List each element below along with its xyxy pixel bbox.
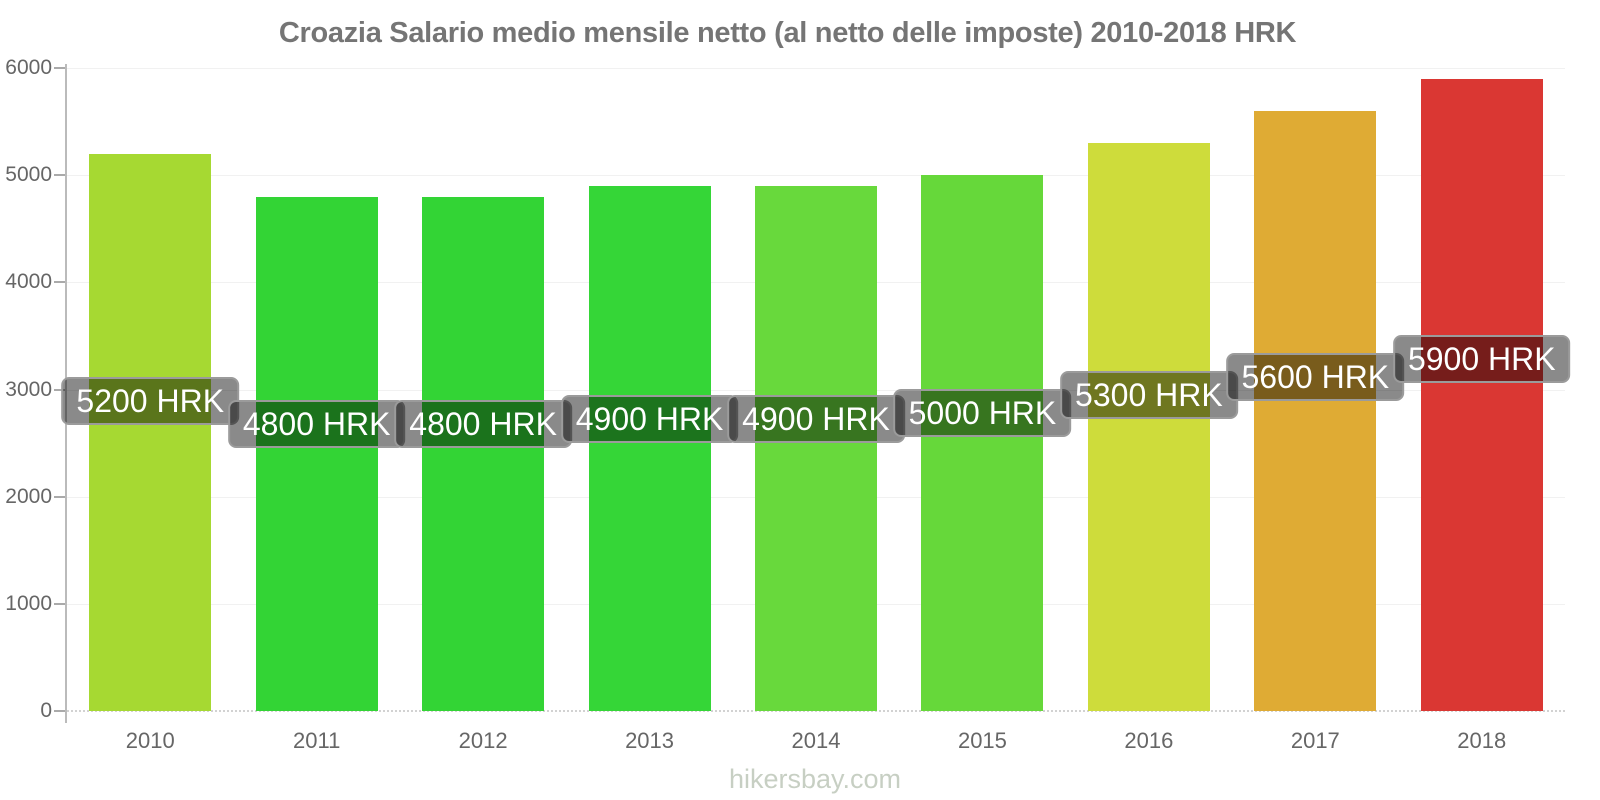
- y-tick-label-0: 0: [40, 699, 52, 722]
- bar-2012: [422, 196, 545, 711]
- bar-2018: [1420, 78, 1543, 711]
- bar-2015: [921, 175, 1044, 711]
- chart-title: Croazia Salario medio mensile netto (al …: [278, 17, 1297, 49]
- y-tick-label-6000: 6000: [5, 56, 52, 79]
- bar-value-badge-2017: 5600 HRK: [1226, 352, 1405, 401]
- y-tick-mark-1000: [54, 602, 67, 605]
- x-tick-label-2017: 2017: [1290, 728, 1340, 753]
- bar-value-badge-2010: 5200 HRK: [61, 376, 240, 425]
- footer-watermark: hikersbay.com: [728, 764, 902, 794]
- x-tick-label-2011: 2011: [293, 728, 341, 753]
- y-tick-mark-0: [54, 710, 67, 712]
- x-tick-label-2018: 2018: [1457, 728, 1507, 753]
- y-tick-mark-6000: [54, 67, 67, 69]
- bar-2014: [755, 185, 877, 711]
- y-axis-line: [65, 64, 67, 723]
- x-tick-label-2016: 2016: [1124, 728, 1174, 753]
- bar-value-badge-2011: 4800 HRK: [227, 400, 406, 449]
- bar-value-badge-2015: 5000 HRK: [893, 388, 1072, 437]
- y-tick-label-3000: 3000: [5, 377, 52, 401]
- bar-value-badge-2013: 4900 HRK: [560, 394, 739, 443]
- bar-value-badge-2018: 5900 HRK: [1392, 334, 1571, 383]
- bar-value-badge-2014: 4900 HRK: [727, 394, 905, 443]
- gridline-6000: [67, 68, 1565, 69]
- bar-2011: [255, 196, 378, 711]
- x-axis-baseline: [67, 710, 1565, 712]
- bar-2013: [588, 185, 711, 711]
- gridline-5000: [67, 175, 1565, 177]
- x-tick-label-2014: 2014: [791, 728, 841, 753]
- bar-2010: [89, 153, 212, 711]
- bar-2017: [1254, 110, 1377, 711]
- bar-value-badge-2016: 5300 HRK: [1060, 370, 1238, 419]
- x-tick-label-2013: 2013: [625, 728, 675, 753]
- y-tick-mark-2000: [54, 495, 67, 498]
- y-tick-label-2000: 2000: [5, 484, 52, 508]
- bar-value-badge-2012: 4800 HRK: [394, 400, 572, 449]
- y-tick-label-5000: 5000: [5, 163, 52, 187]
- x-tick-label-2012: 2012: [458, 728, 508, 753]
- x-tick-label-2010: 2010: [125, 728, 175, 753]
- y-tick-mark-3000: [54, 388, 67, 391]
- y-tick-label-4000: 4000: [5, 270, 52, 294]
- y-tick-mark-4000: [54, 281, 67, 284]
- y-tick-mark-5000: [54, 174, 67, 177]
- bar-2016: [1087, 143, 1210, 711]
- x-tick-label-2015: 2015: [957, 728, 1007, 753]
- y-tick-label-1000: 1000: [5, 591, 52, 615]
